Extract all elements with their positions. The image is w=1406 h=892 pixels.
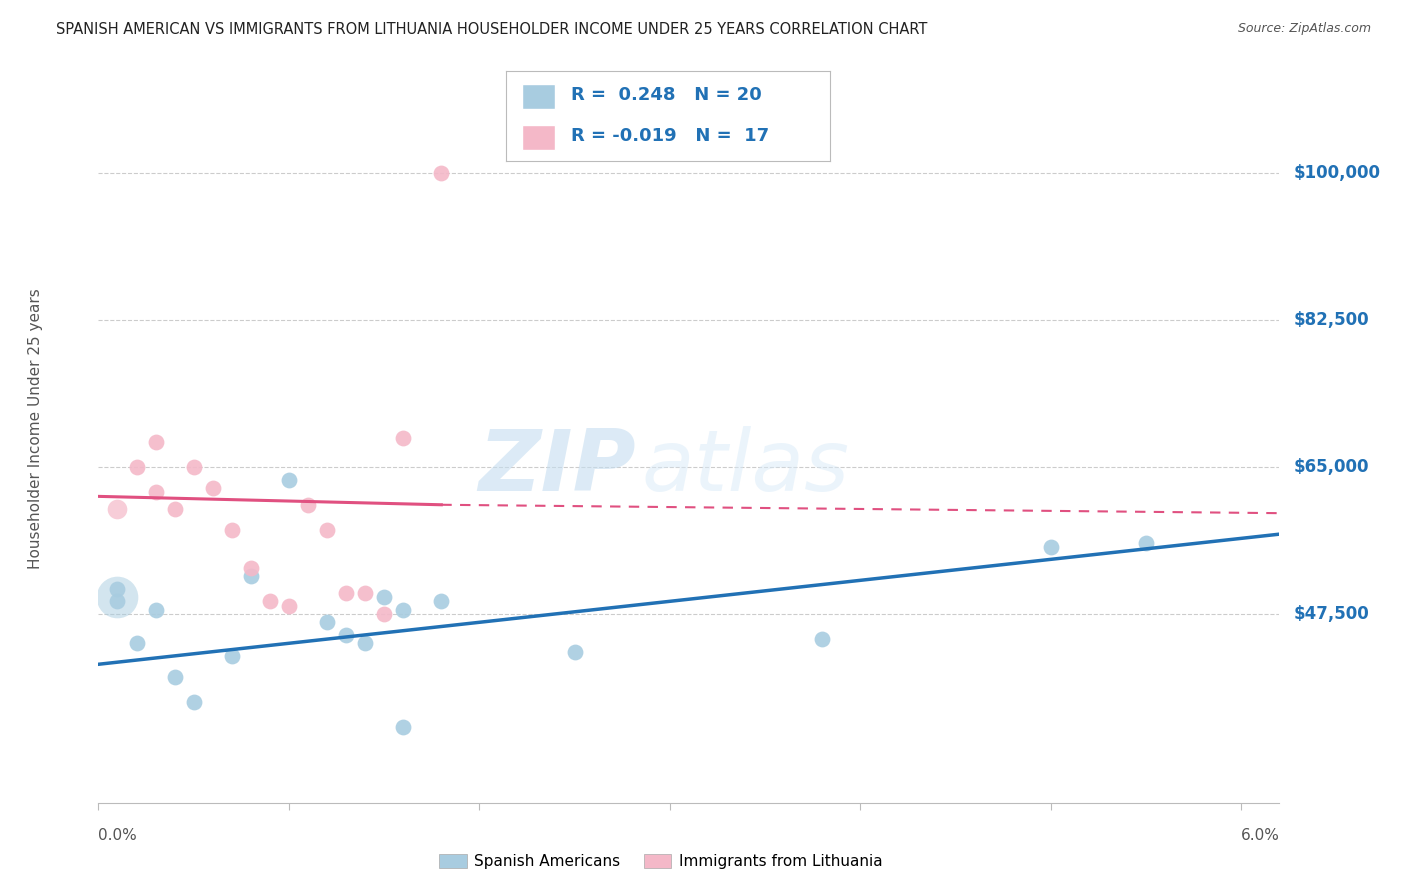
Point [221, 648, 243, 663]
Point [107, 582, 129, 596]
Point [239, 560, 262, 574]
Point [163, 670, 186, 684]
Text: R = -0.019   N =  17: R = -0.019 N = 17 [571, 128, 769, 145]
Point [430, 166, 453, 180]
Text: $65,000: $65,000 [1294, 458, 1369, 476]
Text: Source: ZipAtlas.com: Source: ZipAtlas.com [1237, 22, 1371, 36]
Text: 6.0%: 6.0% [1240, 828, 1279, 843]
Point [392, 603, 415, 617]
Bar [523, 125, 554, 150]
Text: Householder Income Under 25 years: Householder Income Under 25 years [28, 288, 42, 568]
Text: $47,500: $47,500 [1294, 605, 1369, 623]
Point [564, 645, 586, 659]
Point [1135, 535, 1157, 549]
Point [335, 628, 357, 642]
Point [392, 431, 415, 445]
Text: 0.0%: 0.0% [98, 828, 138, 843]
Point [335, 586, 357, 600]
Point [107, 594, 129, 608]
Point [145, 485, 167, 500]
Point [316, 523, 339, 537]
Point [373, 590, 395, 604]
Point [1039, 540, 1062, 554]
Point [430, 594, 453, 608]
Text: ZIP: ZIP [478, 425, 636, 509]
Point [145, 603, 167, 617]
Point [163, 502, 186, 516]
Point [201, 481, 224, 495]
Point [811, 632, 834, 646]
Point [125, 636, 148, 650]
Point [183, 695, 205, 709]
Point [277, 473, 299, 487]
Point [259, 594, 281, 608]
Point [297, 498, 319, 512]
Legend: Spanish Americans, Immigrants from Lithuania: Spanish Americans, Immigrants from Lithu… [433, 847, 889, 875]
Point [392, 720, 415, 734]
Point [107, 590, 129, 604]
Point [239, 569, 262, 583]
Text: R =  0.248   N = 20: R = 0.248 N = 20 [571, 87, 762, 104]
Bar [523, 84, 554, 109]
Point [373, 607, 395, 621]
Point [277, 599, 299, 613]
Text: $100,000: $100,000 [1294, 164, 1381, 182]
Point [354, 636, 377, 650]
Point [221, 523, 243, 537]
Point [107, 502, 129, 516]
Point [183, 460, 205, 475]
Point [125, 460, 148, 475]
Point [316, 615, 339, 630]
Text: SPANISH AMERICAN VS IMMIGRANTS FROM LITHUANIA HOUSEHOLDER INCOME UNDER 25 YEARS : SPANISH AMERICAN VS IMMIGRANTS FROM LITH… [56, 22, 928, 37]
Text: $82,500: $82,500 [1294, 311, 1369, 329]
Point [145, 434, 167, 449]
Point [354, 586, 377, 600]
Text: atlas: atlas [641, 425, 849, 509]
